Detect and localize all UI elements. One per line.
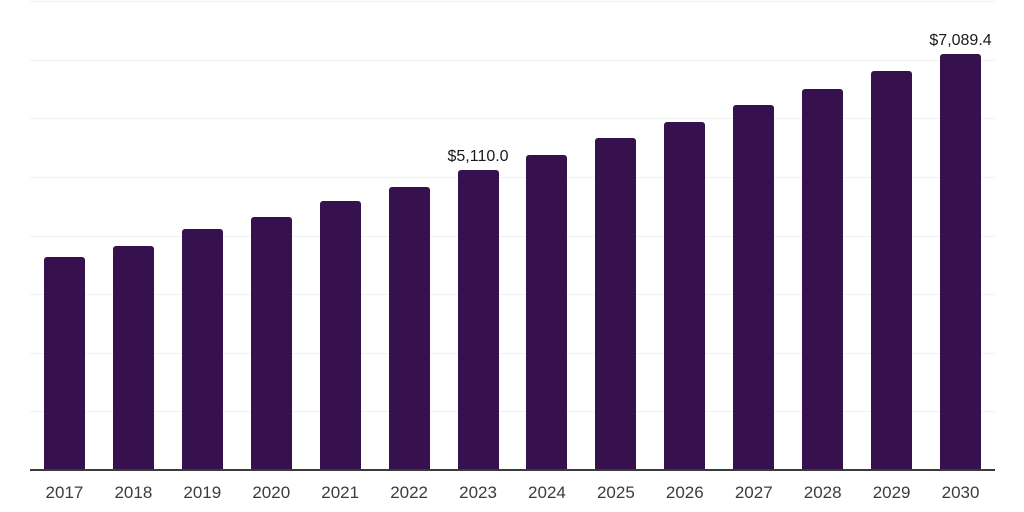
x-tick-label-2017: 2017 bbox=[45, 483, 84, 502]
bar-2029 bbox=[871, 71, 913, 470]
data-label-2030: $7,089.4 bbox=[929, 32, 992, 50]
gridline-5000 bbox=[30, 177, 995, 178]
gridline-4000 bbox=[30, 236, 995, 237]
x-tick-label-2019: 2019 bbox=[183, 483, 222, 502]
bar-2018 bbox=[112, 246, 154, 470]
bar-2028 bbox=[802, 88, 844, 470]
bar-2025 bbox=[595, 138, 637, 470]
gridline-6000 bbox=[30, 118, 995, 119]
x-tick-label-2029: 2029 bbox=[872, 483, 911, 502]
x-axis-line bbox=[30, 469, 995, 471]
gridline-3000 bbox=[30, 294, 995, 295]
x-tick-label-2022: 2022 bbox=[390, 483, 429, 502]
bar-2017 bbox=[43, 257, 85, 470]
x-tick-label-2018: 2018 bbox=[114, 483, 153, 502]
bar-2022 bbox=[388, 186, 430, 470]
x-tick-label-2023: 2023 bbox=[459, 483, 497, 502]
x-tick-label-2025: 2025 bbox=[596, 483, 635, 502]
bar-2021 bbox=[319, 201, 361, 470]
bar-2019 bbox=[181, 229, 223, 470]
bar-2023 bbox=[457, 170, 499, 470]
x-tick-label-2028: 2028 bbox=[803, 483, 842, 502]
x-tick-label-2030: 2030 bbox=[941, 483, 980, 502]
x-tick-label-2026: 2026 bbox=[665, 483, 704, 502]
gridline-8000 bbox=[30, 1, 995, 2]
bar-2020 bbox=[250, 216, 292, 470]
data-label-2023: $5,110.0 bbox=[447, 148, 509, 166]
x-tick-label-2020: 2020 bbox=[252, 483, 291, 502]
bar-2030 bbox=[940, 54, 982, 470]
bar-2024 bbox=[526, 154, 568, 470]
bar-2026 bbox=[664, 121, 706, 470]
x-tick-label-2027: 2027 bbox=[734, 483, 773, 502]
x-tick-label-2021: 2021 bbox=[321, 483, 360, 502]
gridline-1000 bbox=[30, 411, 995, 412]
bar-2027 bbox=[733, 105, 775, 470]
x-tick-label-2024: 2024 bbox=[528, 483, 566, 502]
gridline-7000 bbox=[30, 60, 995, 61]
gridline-2000 bbox=[30, 353, 995, 354]
